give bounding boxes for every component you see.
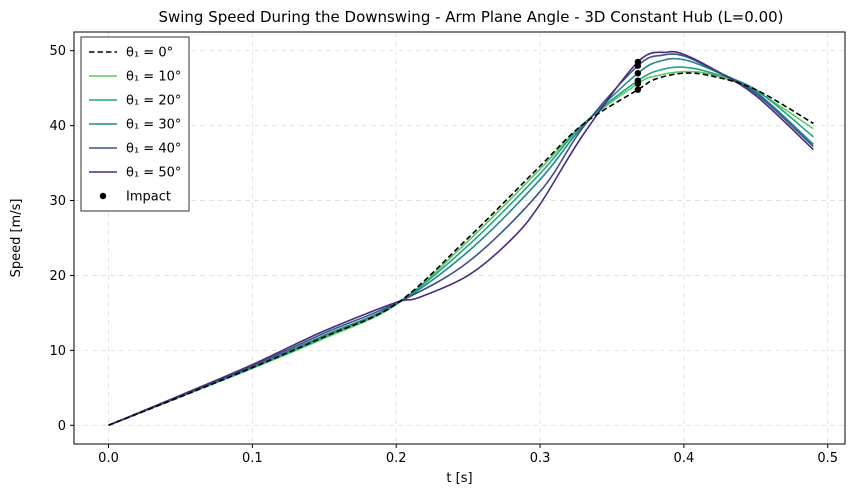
x-tick-label: 0.1 [242,451,263,466]
series-line-4 [108,53,814,427]
legend-label: θ₁ = 30° [126,118,181,133]
series-line-5 [108,50,814,427]
x-tick-label: 0.2 [386,451,407,466]
y-tick-label: 0 [58,419,66,434]
impact-point [634,77,642,84]
y-tick-label: 20 [49,269,66,284]
impact-point [634,58,642,66]
legend-label: θ₁ = 50° [126,166,181,181]
series-line-0 [108,72,814,427]
y-axis: 0 10 20 30 40 50 [49,44,74,434]
series-line-1 [108,70,814,427]
impact-markers [634,58,642,93]
series-line-3 [108,57,814,427]
series-line-2 [108,66,814,427]
y-tick-label: 40 [49,119,66,134]
legend-label: θ₁ = 20° [126,94,181,109]
y-tick-label: 50 [49,44,66,59]
legend-impact-marker [99,192,107,200]
x-tick-label: 0.3 [530,451,551,466]
chart-title: Swing Speed During the Downswing - Arm P… [158,8,783,26]
y-tick-label: 10 [49,344,66,359]
y-axis-label: Speed [m/s] [9,199,24,278]
x-tick-label: 0.4 [674,451,695,466]
series-layer [108,50,814,427]
grid-lines [74,32,845,444]
legend-label: Impact [126,190,171,205]
plot-frame [73,31,846,445]
x-tick-label: 0.5 [817,451,838,466]
legend-label: θ₁ = 0° [126,46,173,61]
x-axis: 0.0 0.1 0.2 0.3 0.4 0.5 [98,444,838,466]
impact-point [634,70,642,77]
y-tick-label: 30 [49,194,66,209]
legend-label: θ₁ = 10° [126,70,181,85]
legend: θ₁ = 0° θ₁ = 10° θ₁ = 20° θ₁ = 30° θ₁ = 40° θ… [80,36,190,212]
x-tick-label: 0.0 [98,451,119,466]
legend-label: θ₁ = 40° [126,142,181,157]
impact-point [634,86,642,93]
x-axis-label: t [s] [446,471,472,486]
